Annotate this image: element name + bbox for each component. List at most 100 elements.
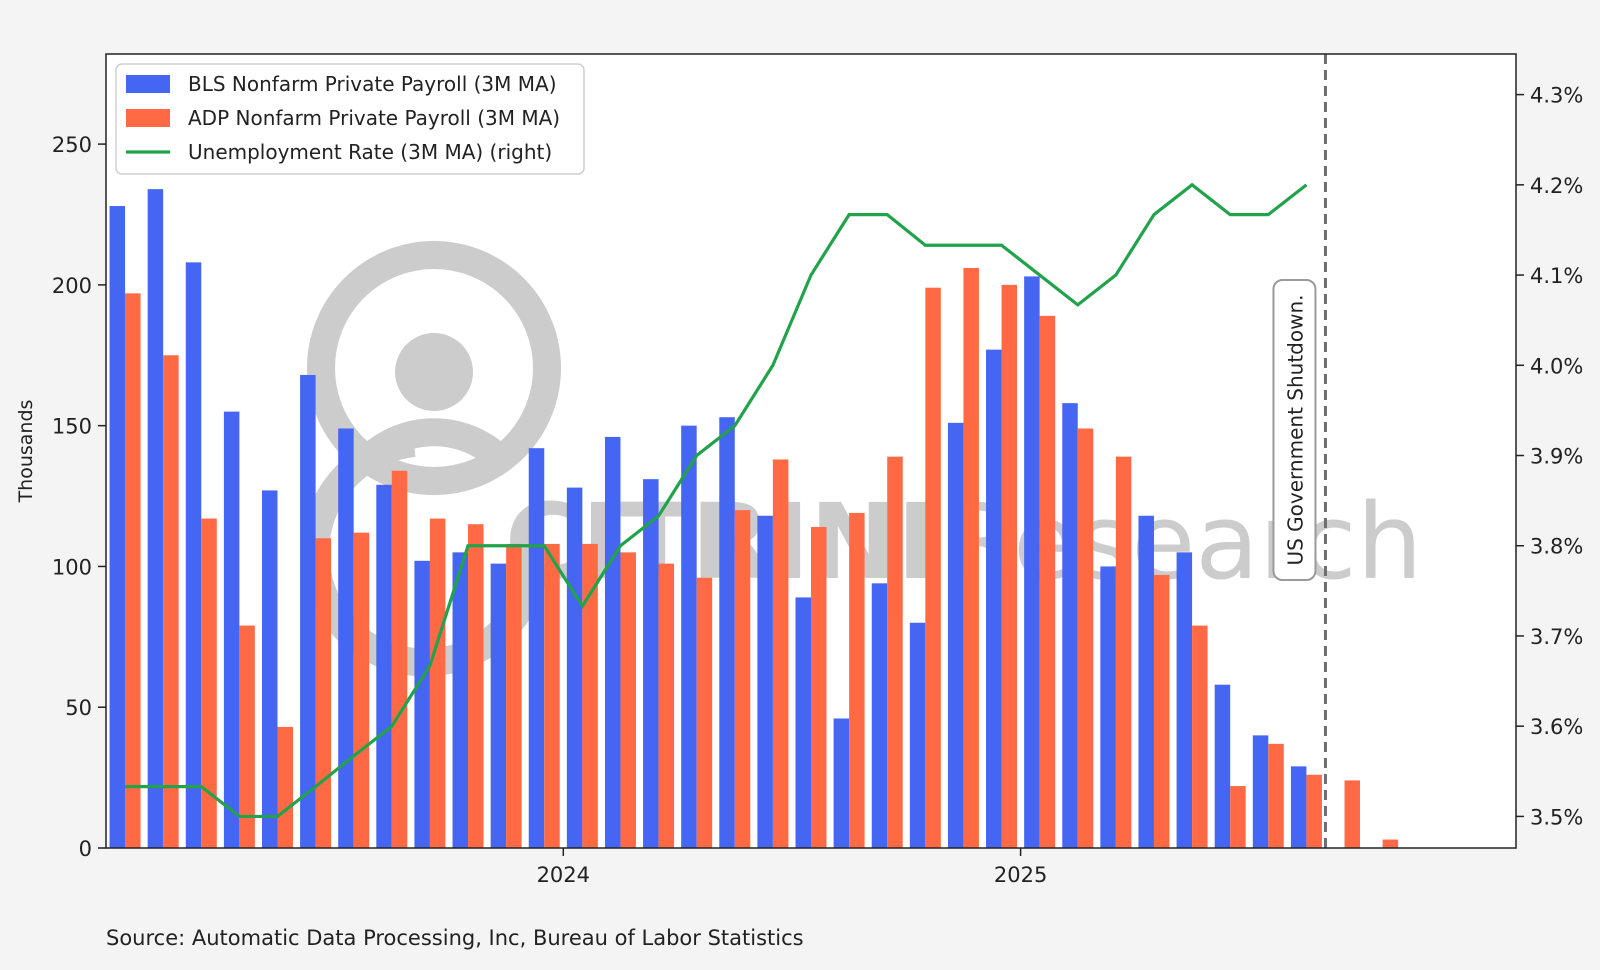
bls-bar-2025-07 bbox=[1252, 735, 1269, 848]
axes-layer: 0 50 100 150 200 250 3.5% 3.6% 3.7% 3.8% 3.9% 4.0% 4… bbox=[15, 53, 1583, 887]
x-tick-label-2025: 2025 bbox=[994, 863, 1047, 887]
adp-bar-2024-03 bbox=[658, 563, 675, 848]
left-tick-label-50: 50 bbox=[65, 696, 92, 720]
legend-box bbox=[115, 63, 585, 175]
adp-bar-2025-05 bbox=[1192, 625, 1208, 848]
adp-bar-2024-02 bbox=[620, 552, 636, 848]
bls-bar-2025-06 bbox=[1214, 684, 1231, 848]
adp-bar-2024-12 bbox=[1001, 284, 1018, 848]
bls-bar-2023-05 bbox=[261, 490, 278, 848]
left-tick-label-250: 250 bbox=[52, 133, 92, 157]
bls-bar-2023-08 bbox=[376, 484, 392, 848]
shutdown-label-box bbox=[1272, 279, 1317, 581]
adp-bar-2025-04 bbox=[1153, 574, 1170, 848]
adp-bar-2025-02 bbox=[1077, 428, 1094, 848]
adp-bar-2024-09 bbox=[887, 456, 903, 848]
bls-bar-2023-01 bbox=[109, 206, 126, 849]
legend-label-0: BLS Nonfarm Private Payroll (3M MA) bbox=[188, 72, 557, 96]
bls-bar-2023-10 bbox=[452, 552, 469, 848]
bls-bar-2024-05 bbox=[719, 417, 735, 848]
adp-bar-2025-08 bbox=[1306, 774, 1322, 848]
y-axis-label: Thousands bbox=[15, 400, 37, 504]
bls-bar-2025-04 bbox=[1138, 515, 1154, 848]
unemployment-line-layer bbox=[125, 182, 1308, 819]
left-tick-label-0: 0 bbox=[79, 837, 92, 861]
shutdown-label: US Government Shutdown. bbox=[1283, 295, 1307, 566]
bls-bar-2024-01 bbox=[566, 487, 583, 848]
annotation-layer: US Government Shutdown. bbox=[1272, 54, 1327, 848]
legend-label-1: ADP Nonfarm Private Payroll (3M MA) bbox=[188, 106, 560, 130]
bls-bar-2024-07 bbox=[795, 597, 811, 848]
left-tick-label-200: 200 bbox=[52, 274, 92, 298]
bls-bar-2024-03 bbox=[643, 479, 659, 848]
bls-bar-2025-05 bbox=[1176, 552, 1193, 848]
adp-bar-2024-04 bbox=[696, 577, 713, 848]
right-tick-label-5: 4.0% bbox=[1530, 354, 1583, 378]
adp-bar-2024-07 bbox=[811, 527, 827, 848]
adp-bar-2025-06 bbox=[1230, 786, 1246, 848]
legend-label-2: Unemployment Rate (3M MA) (right) bbox=[188, 140, 552, 164]
right-tick-label-0: 3.5% bbox=[1530, 805, 1583, 829]
adp-bar-2025-01 bbox=[1039, 315, 1056, 849]
adp-bar-2025-10 bbox=[1382, 839, 1399, 848]
adp-bar-2023-08 bbox=[391, 470, 408, 848]
bls-bar-2024-04 bbox=[681, 425, 697, 848]
bars-layer bbox=[109, 189, 1399, 849]
left-tick-label-100: 100 bbox=[52, 555, 92, 579]
plot-frame bbox=[105, 53, 1517, 849]
adp-bar-2025-09 bbox=[1344, 780, 1361, 848]
adp-bar-2023-04 bbox=[239, 625, 255, 848]
x-tick-label-2024: 2024 bbox=[537, 863, 590, 887]
bls-bar-2023-09 bbox=[414, 560, 430, 848]
adp-bar-2023-09 bbox=[429, 518, 446, 848]
bls-bar-2025-08 bbox=[1290, 766, 1307, 848]
adp-bar-2025-07 bbox=[1268, 743, 1284, 848]
right-tick-label-8: 4.3% bbox=[1530, 84, 1583, 108]
bls-bar-2023-11 bbox=[490, 563, 507, 848]
right-tick-label-4: 3.9% bbox=[1530, 445, 1583, 469]
bls-bar-2024-09 bbox=[871, 583, 888, 848]
bls-bar-2023-04 bbox=[223, 411, 240, 848]
bls-bar-2024-10 bbox=[909, 622, 926, 848]
adp-bar-2025-03 bbox=[1115, 456, 1132, 848]
bls-bar-2023-06 bbox=[300, 374, 316, 848]
left-tick-label-150: 150 bbox=[52, 415, 92, 439]
legend: BLS Nonfarm Private Payroll (3M MA) ADP N… bbox=[115, 63, 585, 175]
unemployment-rate-line bbox=[125, 182, 1308, 819]
bls-bar-2024-02 bbox=[604, 436, 621, 848]
adp-bar-2024-11 bbox=[963, 267, 979, 848]
adp-bar-2024-05 bbox=[734, 510, 751, 848]
bls-bar-2024-12 bbox=[986, 349, 1002, 848]
source-caption: Source: Automatic Data Processing, Inc, … bbox=[106, 926, 804, 950]
adp-bar-2023-01 bbox=[125, 293, 141, 849]
right-tick-label-7: 4.2% bbox=[1530, 174, 1583, 198]
watermark-ring-top bbox=[307, 241, 561, 495]
adp-bar-2023-06 bbox=[315, 538, 332, 848]
bls-bar-2024-08 bbox=[833, 718, 850, 848]
legend-swatch-0 bbox=[126, 75, 170, 93]
bls-bar-2024-11 bbox=[947, 422, 964, 848]
adp-bar-2023-03 bbox=[201, 518, 217, 848]
adp-bar-2023-07 bbox=[353, 532, 370, 848]
adp-bar-2024-10 bbox=[925, 287, 941, 848]
bls-bar-2025-03 bbox=[1100, 566, 1116, 848]
adp-bar-2024-06 bbox=[772, 459, 789, 848]
bls-bar-2023-12 bbox=[528, 448, 545, 848]
adp-bar-2023-05 bbox=[277, 726, 293, 848]
adp-bar-2023-11 bbox=[506, 543, 522, 848]
right-tick-label-1: 3.6% bbox=[1530, 715, 1583, 739]
bls-bar-2023-02 bbox=[147, 189, 164, 848]
legend-swatch-1 bbox=[126, 109, 170, 127]
adp-bar-2023-10 bbox=[468, 524, 484, 848]
bls-bar-2025-01 bbox=[1024, 276, 1040, 848]
right-tick-label-2: 3.7% bbox=[1530, 625, 1583, 649]
adp-bar-2024-01 bbox=[582, 543, 598, 848]
adp-bar-2024-08 bbox=[849, 512, 865, 848]
watermark-head bbox=[395, 333, 473, 411]
bls-bar-2023-03 bbox=[185, 262, 202, 849]
adp-bar-2023-12 bbox=[544, 543, 560, 848]
bls-bar-2023-07 bbox=[338, 428, 354, 848]
bls-bar-2024-06 bbox=[757, 515, 773, 848]
